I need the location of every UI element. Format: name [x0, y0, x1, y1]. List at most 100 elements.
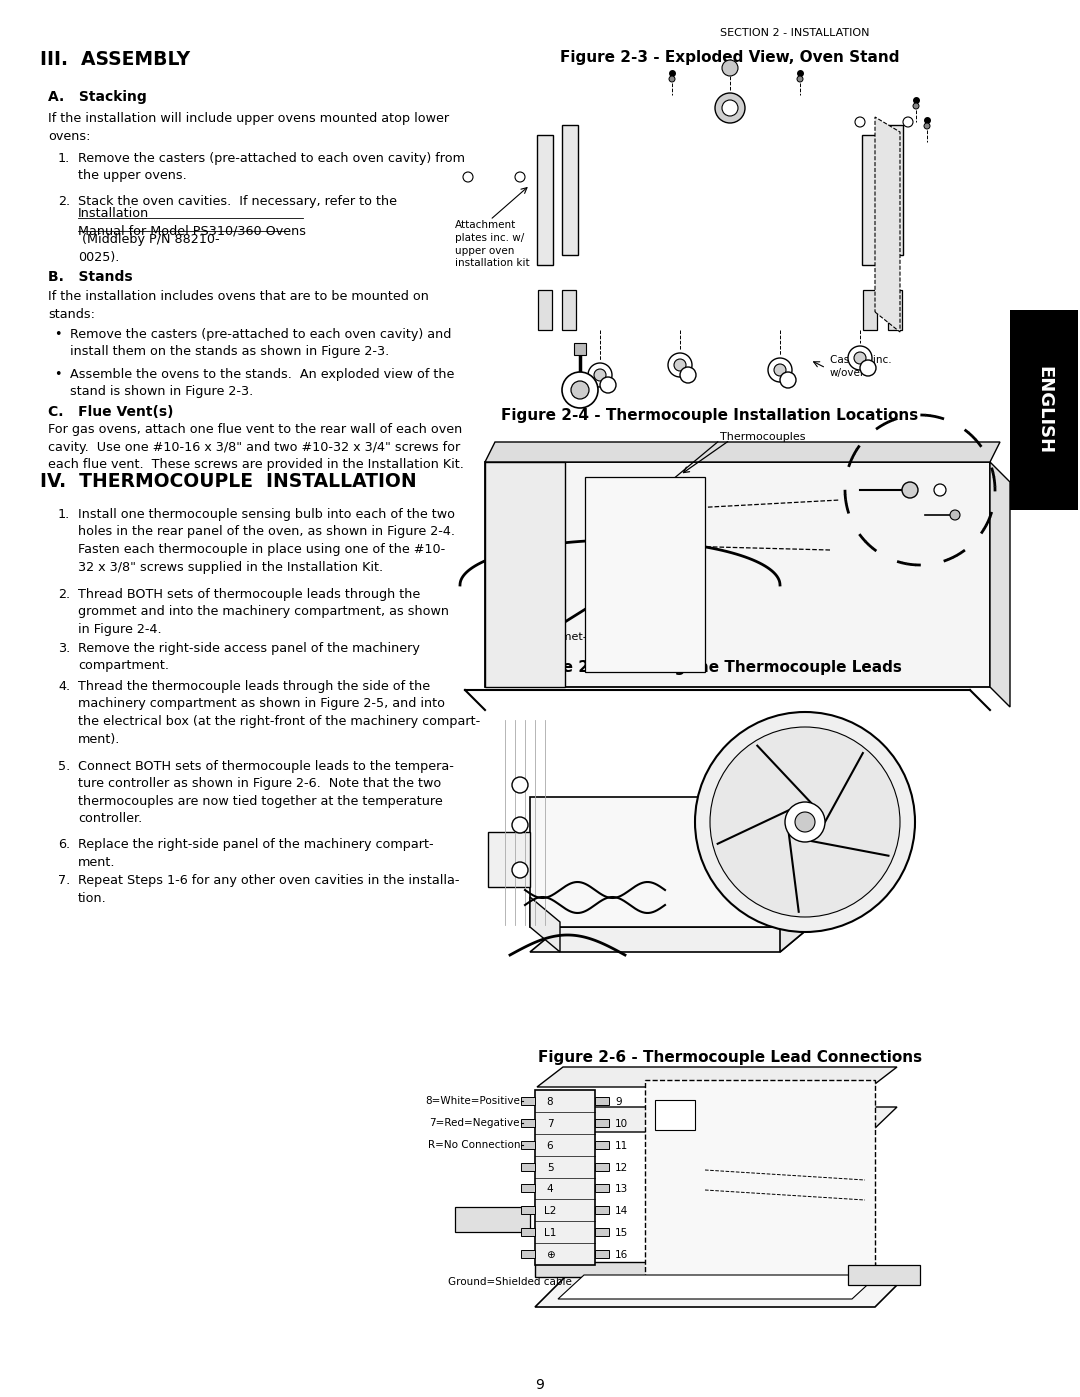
Circle shape: [710, 726, 900, 916]
Bar: [535, 1090, 595, 1266]
Text: C.   Flue Vent(s): C. Flue Vent(s): [48, 405, 174, 419]
Bar: [888, 291, 902, 330]
Text: 1.: 1.: [58, 509, 70, 521]
Circle shape: [512, 817, 528, 833]
Text: 3.: 3.: [58, 643, 70, 655]
Polygon shape: [530, 798, 780, 928]
Text: Figure 2-3 - Exploded View, Oven Stand: Figure 2-3 - Exploded View, Oven Stand: [561, 50, 900, 66]
Circle shape: [723, 60, 738, 75]
Text: 6.: 6.: [58, 838, 70, 851]
Text: 4: 4: [546, 1185, 553, 1194]
Circle shape: [512, 777, 528, 793]
Polygon shape: [537, 1067, 897, 1087]
Text: Thread the thermocouple leads through the side of the
machinery compartment as s: Thread the thermocouple leads through th…: [78, 680, 481, 746]
Polygon shape: [535, 1277, 905, 1308]
Text: Grommet-protected hole: Grommet-protected hole: [530, 631, 669, 643]
Text: Casters inc.
w/oven: Casters inc. w/oven: [831, 355, 892, 377]
Bar: [595, 1119, 609, 1127]
Bar: [521, 1097, 535, 1105]
Polygon shape: [485, 441, 1000, 462]
Bar: [562, 291, 576, 330]
Text: R=No Connection: R=No Connection: [428, 1140, 519, 1150]
Bar: [654, 1099, 696, 1130]
Text: IV.  THERMOCOUPLE  INSTALLATION: IV. THERMOCOUPLE INSTALLATION: [40, 472, 417, 490]
Text: Figure 2-6 - Thermocouple Lead Connections: Figure 2-6 - Thermocouple Lead Connectio…: [538, 1051, 922, 1065]
Text: Replace the right-side panel of the machinery compart-
ment.: Replace the right-side panel of the mach…: [78, 838, 434, 869]
Circle shape: [463, 172, 473, 182]
Circle shape: [674, 359, 686, 372]
Text: 5.: 5.: [58, 760, 70, 773]
Circle shape: [797, 75, 804, 82]
Bar: [887, 124, 903, 256]
Circle shape: [669, 353, 692, 377]
Text: 10: 10: [615, 1119, 629, 1129]
Bar: [521, 1250, 535, 1259]
Polygon shape: [875, 117, 900, 332]
Text: Attachment
plates inc. w/
upper oven
installation kit: Attachment plates inc. w/ upper oven ins…: [455, 219, 529, 268]
Text: (Middleby P/N 88210-
0025).: (Middleby P/N 88210- 0025).: [78, 233, 219, 264]
Bar: [595, 1162, 609, 1171]
Bar: [595, 1228, 609, 1236]
Text: ENGLISH: ENGLISH: [1035, 366, 1053, 454]
Text: ⊕: ⊕: [545, 1250, 554, 1260]
Polygon shape: [558, 1275, 878, 1299]
Bar: [862, 136, 878, 265]
Circle shape: [854, 352, 866, 365]
Polygon shape: [535, 1261, 875, 1277]
Text: Stack the oven cavities.  If necessary, refer to the: Stack the oven cavities. If necessary, r…: [78, 196, 401, 208]
Bar: [595, 1207, 609, 1214]
Circle shape: [696, 712, 915, 932]
Circle shape: [903, 117, 913, 127]
Circle shape: [855, 117, 865, 127]
Bar: [863, 291, 877, 330]
Bar: [595, 1185, 609, 1193]
Circle shape: [774, 365, 786, 376]
Text: SECTION 2 - INSTALLATION: SECTION 2 - INSTALLATION: [720, 28, 870, 38]
Polygon shape: [780, 798, 810, 951]
Text: 14: 14: [615, 1207, 629, 1217]
Polygon shape: [848, 1266, 920, 1285]
Polygon shape: [485, 462, 565, 687]
Text: If the installation will include upper ovens mounted atop lower
ovens:: If the installation will include upper o…: [48, 112, 449, 142]
Bar: [521, 1141, 535, 1148]
Text: 12: 12: [615, 1162, 629, 1172]
Text: θ: θ: [626, 541, 634, 553]
Text: 1.: 1.: [58, 152, 70, 165]
Text: 8=White=Positive: 8=White=Positive: [426, 1095, 519, 1106]
Text: Installation
Manual for Model PS310/360 Ovens: Installation Manual for Model PS310/360 …: [78, 207, 306, 237]
Circle shape: [934, 483, 946, 496]
Circle shape: [913, 103, 919, 109]
Text: 9: 9: [615, 1097, 622, 1106]
Text: 15: 15: [615, 1228, 629, 1238]
Text: •: •: [54, 328, 62, 341]
Circle shape: [594, 369, 606, 381]
Text: Thermocouples: Thermocouples: [720, 432, 806, 441]
Bar: [538, 291, 552, 330]
Bar: [521, 1228, 535, 1236]
Circle shape: [715, 94, 745, 123]
Bar: [521, 1119, 535, 1127]
Bar: [645, 1080, 875, 1280]
Text: 7: 7: [546, 1119, 553, 1129]
Circle shape: [902, 482, 918, 497]
Text: Remove the casters (pre-attached to each oven cavity) and
install them on the st: Remove the casters (pre-attached to each…: [70, 328, 451, 359]
Text: 2.: 2.: [58, 588, 70, 601]
Circle shape: [669, 75, 675, 82]
Text: Remove the casters (pre-attached to each oven cavity) from
the upper ovens.: Remove the casters (pre-attached to each…: [78, 152, 465, 183]
Polygon shape: [990, 462, 1010, 707]
Circle shape: [562, 372, 598, 408]
Text: L2: L2: [544, 1207, 556, 1217]
Circle shape: [780, 372, 796, 388]
Text: 6: 6: [546, 1141, 553, 1151]
Text: 5: 5: [546, 1162, 553, 1172]
Circle shape: [924, 123, 930, 129]
Text: Assemble the ovens to the stands.  An exploded view of the
stand is shown in Fig: Assemble the ovens to the stands. An exp…: [70, 367, 455, 398]
Polygon shape: [537, 1106, 897, 1132]
Text: •: •: [54, 367, 62, 381]
Bar: [573, 344, 586, 355]
Text: For gas ovens, attach one flue vent to the rear wall of each oven
cavity.  Use o: For gas ovens, attach one flue vent to t…: [48, 423, 464, 471]
Polygon shape: [530, 897, 561, 951]
Circle shape: [723, 101, 738, 116]
Text: 13: 13: [615, 1185, 629, 1194]
Bar: [595, 1141, 609, 1148]
